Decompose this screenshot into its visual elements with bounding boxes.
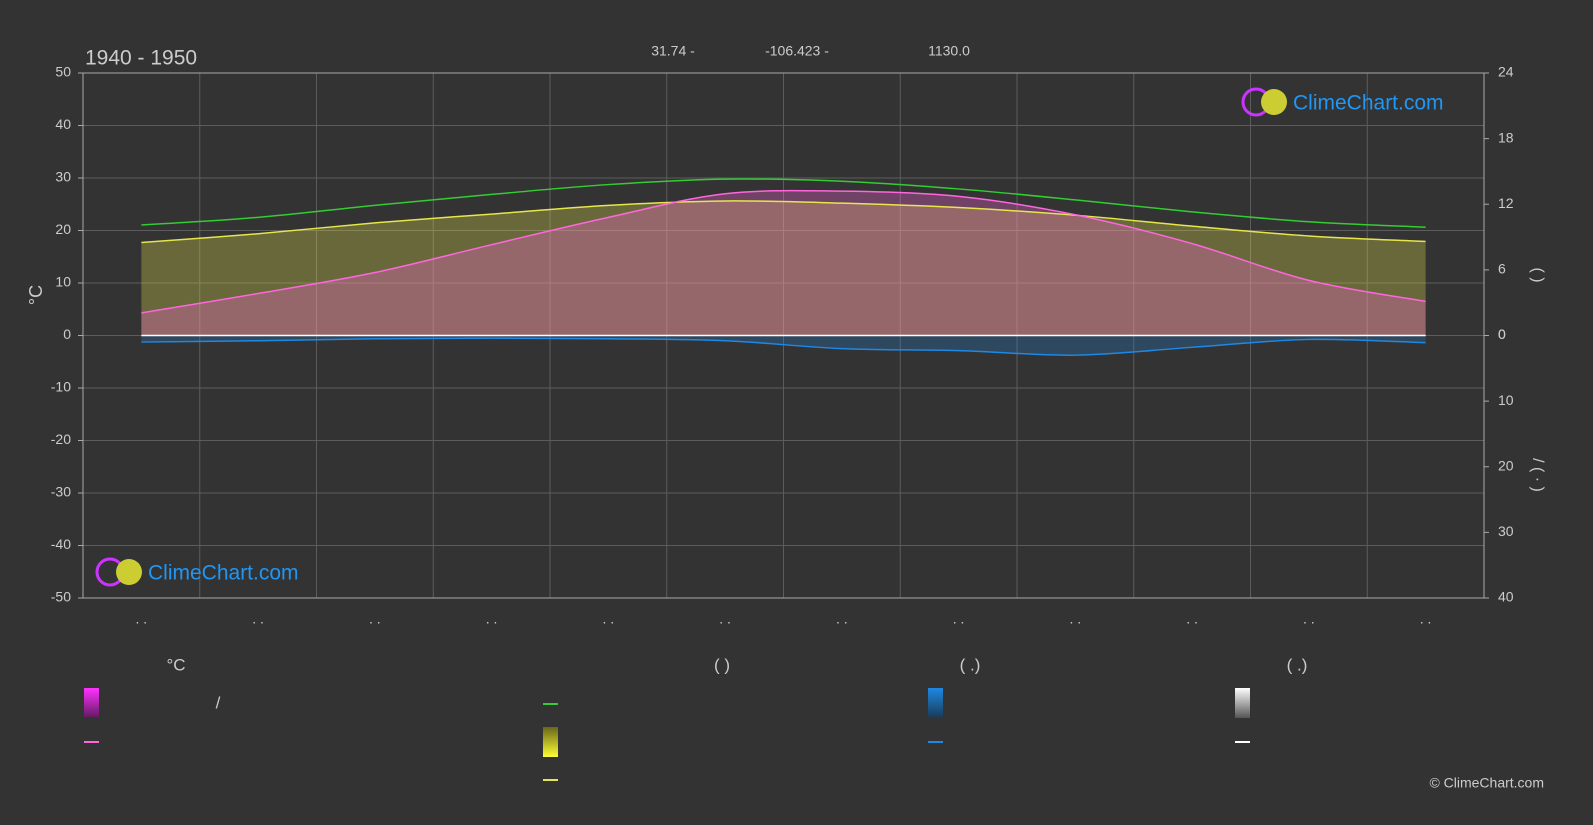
- y-tick-label: -50: [51, 589, 71, 605]
- legend-swatch: [928, 688, 943, 718]
- y-tick-label: 50: [55, 64, 71, 80]
- y2-tick-label: 6: [1498, 261, 1506, 277]
- y-tick-label: 0: [63, 326, 71, 342]
- y2-tick-label: 24: [1498, 64, 1514, 80]
- y3-tick-label: 20: [1498, 457, 1514, 473]
- y3-axis-label: / ( · ): [1529, 458, 1546, 492]
- x-tick-label: . .: [136, 611, 148, 627]
- copyright: © ClimeChart.com: [1429, 775, 1544, 791]
- y-tick-label: 40: [55, 116, 71, 132]
- series-line: [141, 178, 1426, 228]
- x-tick-label: . .: [953, 611, 965, 627]
- logo-text: ClimeChart.com: [148, 562, 299, 585]
- elevation: 1130.0: [928, 43, 970, 59]
- x-tick-label: . .: [486, 611, 498, 627]
- series-area: [141, 335, 1426, 356]
- legend-swatch: [543, 727, 558, 757]
- y3-tick-label: 40: [1498, 589, 1514, 605]
- x-tick-label: . .: [603, 611, 615, 627]
- y-tick-label: -40: [51, 536, 71, 552]
- y-tick-label: 10: [55, 274, 71, 290]
- plot-area: -50-40-30-20-100102030405006121824010203…: [51, 64, 1514, 627]
- y-axis-label: °C: [26, 285, 46, 305]
- x-tick-label: . .: [369, 611, 381, 627]
- y3-tick-label: 0: [1498, 326, 1506, 342]
- logo-sun: [1261, 89, 1287, 115]
- series-line: [141, 200, 1426, 244]
- legend-swatch: [1235, 688, 1250, 718]
- y3-tick-label: 10: [1498, 392, 1514, 408]
- y-tick-label: -20: [51, 431, 71, 447]
- series-line: [141, 189, 1426, 314]
- y2-tick-label: 12: [1498, 195, 1514, 211]
- logo-top: ClimeChart.com: [1241, 87, 1444, 117]
- x-tick-label: . .: [1303, 611, 1315, 627]
- x-tick-label: . .: [836, 611, 848, 627]
- x-tick-label: . .: [1420, 611, 1432, 627]
- period-title: 1940 - 1950: [85, 47, 197, 70]
- x-tick-label: . .: [1186, 611, 1198, 627]
- legend-header: ( .): [1287, 655, 1308, 674]
- y3-tick-label: 30: [1498, 523, 1514, 539]
- logo-text: ClimeChart.com: [1293, 92, 1444, 115]
- longitude: -106.423 -: [765, 43, 829, 59]
- y-tick-label: 20: [55, 221, 71, 237]
- latitude: 31.74 -: [651, 43, 695, 59]
- legend: °C ( ) ( .) ( .) /: [84, 655, 1308, 781]
- legend-header: ( ): [714, 655, 730, 674]
- legend-label: /: [216, 693, 221, 712]
- series-area: [141, 200, 1426, 336]
- plot-frame: [82, 72, 1485, 599]
- y2-axis-label: ( ): [1529, 267, 1546, 282]
- x-tick-label: . .: [252, 611, 264, 627]
- y-tick-label: -10: [51, 379, 71, 395]
- series-line: [141, 337, 1426, 356]
- y-tick-label: 30: [55, 169, 71, 185]
- x-tick-label: . .: [1070, 611, 1082, 627]
- logo-bottom: ClimeChart.com: [95, 557, 299, 587]
- series-area: [141, 190, 1426, 336]
- legend-header: °C: [166, 655, 185, 674]
- y2-tick-label: 0: [1498, 326, 1506, 342]
- x-tick-label: . .: [719, 611, 731, 627]
- legend-header: ( .): [960, 655, 981, 674]
- y-tick-label: -30: [51, 484, 71, 500]
- y2-tick-label: 18: [1498, 129, 1514, 145]
- logo-sun: [116, 559, 142, 585]
- legend-swatch: [84, 688, 99, 717]
